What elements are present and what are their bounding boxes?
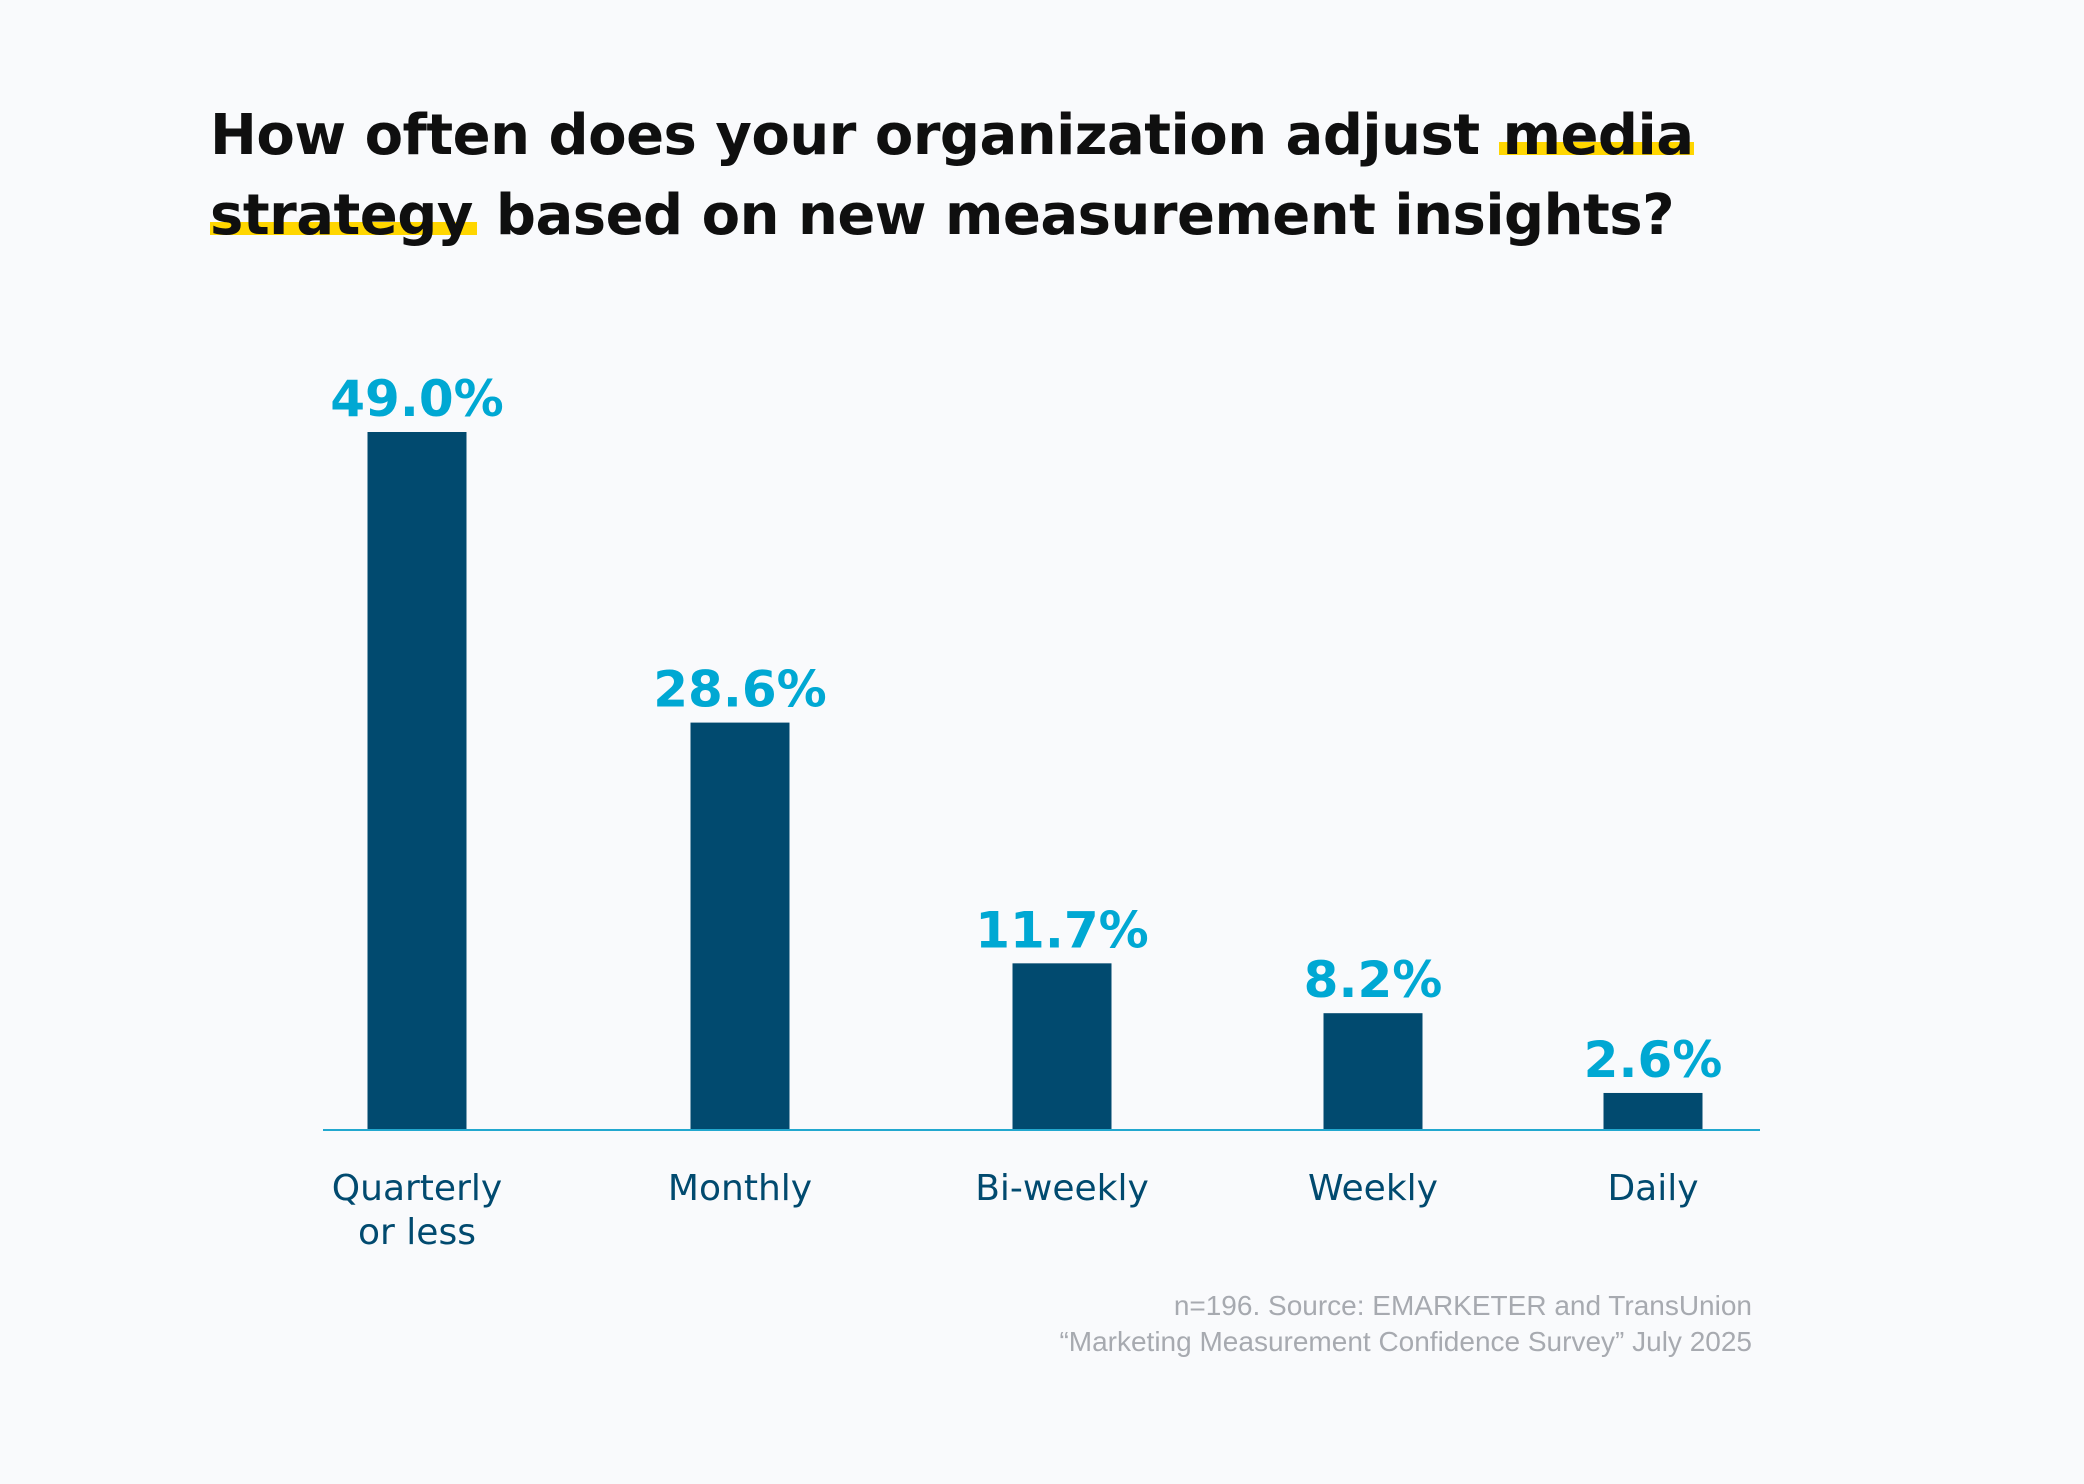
category-label-2: Bi-weekly xyxy=(975,1168,1149,1209)
chart-title: How often does your organization adjust … xyxy=(210,96,1910,256)
value-label-1: 28.6% xyxy=(653,661,826,719)
category-label-0: Quarterly or less xyxy=(332,1168,502,1253)
value-label-3: 8.2% xyxy=(1304,951,1443,1009)
source-line-1: n=196. Source: EMARKETER and TransUnion xyxy=(1173,1290,1752,1321)
category-label-4: Daily xyxy=(1607,1168,1698,1209)
source-line-2: “Marketing Measurement Confidence Survey… xyxy=(1059,1326,1752,1357)
bar-0 xyxy=(367,432,467,1130)
bar-4 xyxy=(1603,1092,1703,1130)
value-label-4: 2.6% xyxy=(1584,1031,1723,1089)
category-label-3: Weekly xyxy=(1308,1168,1438,1209)
value-labels-group: 49.0% 28.6% 11.7% 8.2% 2.6% xyxy=(330,370,1722,1089)
source-note: n=196. Source: EMARKETER and TransUnion … xyxy=(1059,1288,1752,1360)
value-label-0: 49.0% xyxy=(330,370,503,428)
bar-3 xyxy=(1323,1013,1423,1130)
value-label-2: 11.7% xyxy=(975,901,1148,959)
bar-1 xyxy=(690,722,790,1130)
bar-2 xyxy=(1012,963,1112,1130)
title-part-after: based on new measurement insights? xyxy=(476,183,1675,248)
bars-group xyxy=(367,432,1703,1130)
category-labels-group: Quarterly or less Monthly Bi-weekly Weekly Da… xyxy=(332,1168,1699,1253)
category-label-1: Monthly xyxy=(668,1168,812,1209)
title-part-before: How often does your organization adjust xyxy=(210,103,1499,168)
